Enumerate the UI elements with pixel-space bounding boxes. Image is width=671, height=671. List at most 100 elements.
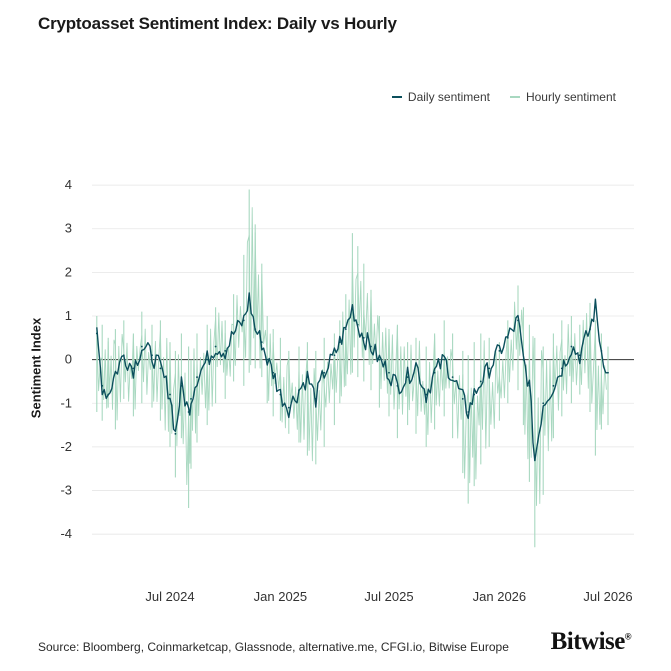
legend: Daily sentiment Hourly sentiment (391, 90, 616, 104)
daily-point (101, 384, 104, 387)
daily-point (272, 371, 275, 374)
daily-point (190, 398, 192, 400)
daily-point (187, 411, 190, 413)
daily-point (314, 398, 317, 400)
daily-point (132, 367, 135, 370)
x-tick-labels: Jul 2024 Jan 2025 Jul 2025 Jan 2026 Jul 2026 (145, 589, 632, 604)
daily-point (287, 406, 290, 409)
y-axis-label: Sentiment Index (28, 317, 44, 419)
legend-label-hourly: Hourly sentiment (525, 90, 616, 104)
daily-point (433, 371, 436, 374)
daily-point (95, 332, 98, 335)
daily-point (214, 345, 217, 348)
daily-point (473, 393, 476, 396)
daily-point (159, 367, 162, 370)
daily-point (578, 354, 581, 357)
legend-label-daily: Daily sentiment (407, 90, 490, 104)
daily-point (169, 393, 171, 396)
daily-point (107, 393, 110, 396)
daily-point (370, 345, 372, 348)
daily-point (396, 384, 399, 387)
daily-point (461, 398, 464, 400)
daily-point (206, 358, 209, 361)
daily-point (306, 376, 309, 378)
daily-point (224, 350, 227, 352)
daily-point (406, 376, 409, 378)
daily-point (388, 371, 390, 374)
daily-point (498, 350, 501, 352)
daily-point (533, 459, 536, 461)
daily-point (180, 384, 183, 387)
daily-point (279, 393, 282, 396)
daily-point (254, 328, 257, 330)
daily-point (560, 367, 563, 370)
daily-sentiment-line (96, 292, 609, 462)
daily-point (122, 354, 125, 357)
daily-point (260, 341, 263, 344)
daily-point (415, 363, 417, 365)
daily-point (266, 358, 269, 361)
daily-point (517, 319, 519, 322)
daily-point (356, 323, 359, 326)
hourly-series (96, 189, 609, 548)
daily-point (451, 376, 454, 378)
daily-point (607, 371, 609, 374)
daily-point (196, 376, 198, 378)
daily-point (425, 393, 428, 396)
legend-item-daily: Daily sentiment (391, 90, 490, 104)
x-tick-label: Jan 2026 (473, 589, 527, 604)
daily-point (174, 432, 177, 435)
daily-point (338, 341, 341, 344)
y-tick-label: -2 (60, 439, 72, 454)
daily-point (114, 371, 117, 374)
registered-mark: ® (624, 631, 632, 642)
x-tick-label: Jan 2025 (254, 589, 308, 604)
daily-point (443, 358, 446, 361)
y-tick-label: 2 (65, 264, 72, 279)
daily-point (140, 345, 143, 348)
y-tick-label: -3 (60, 483, 72, 498)
y-tick-label: 3 (65, 221, 72, 236)
daily-point (552, 384, 555, 387)
daily-point (594, 306, 597, 309)
legend-swatch-hourly (509, 96, 520, 98)
daily-point (333, 354, 336, 357)
chart-title: Cryptoasset Sentiment Index: Daily vs Ho… (38, 14, 397, 33)
daily-point (467, 411, 470, 413)
hourly-sentiment-line (96, 207, 607, 506)
daily-point (344, 328, 347, 330)
daily-point (589, 328, 591, 330)
daily-point (248, 297, 251, 300)
daily-point (522, 358, 525, 361)
y-tick-label: -4 (60, 526, 72, 541)
y-tick-label: 0 (65, 352, 72, 367)
daily-point (362, 336, 365, 339)
y-tick-label: -1 (60, 395, 72, 410)
daily-series (95, 292, 609, 462)
daily-point (506, 336, 509, 339)
daily-point (542, 402, 545, 405)
bitwise-logo: Bitwise® (550, 628, 632, 656)
daily-point (298, 389, 300, 392)
legend-item-hourly: Hourly sentiment (509, 90, 616, 104)
gridlines (92, 184, 634, 535)
legend-swatch-daily (391, 96, 402, 98)
daily-point (488, 367, 491, 370)
y-tick-label: 1 (65, 308, 72, 323)
daily-point (151, 354, 153, 357)
x-tick-label: Jul 2024 (145, 589, 194, 604)
daily-point (570, 345, 573, 348)
brand-name: Bitwise (550, 628, 626, 655)
daily-point (242, 319, 245, 322)
x-tick-label: Jul 2026 (583, 589, 632, 604)
daily-point (323, 371, 326, 374)
y-tick-labels: -4 -3 -2 -1 0 1 2 3 4 (60, 177, 72, 541)
source-note: Source: Bloomberg, Coinmarketcap, Glassn… (38, 640, 509, 654)
daily-point (232, 332, 235, 335)
daily-point (600, 350, 603, 352)
daily-point (378, 358, 381, 361)
daily-point (479, 380, 482, 383)
x-tick-label: Jul 2025 (364, 589, 413, 604)
daily-point (351, 306, 354, 309)
